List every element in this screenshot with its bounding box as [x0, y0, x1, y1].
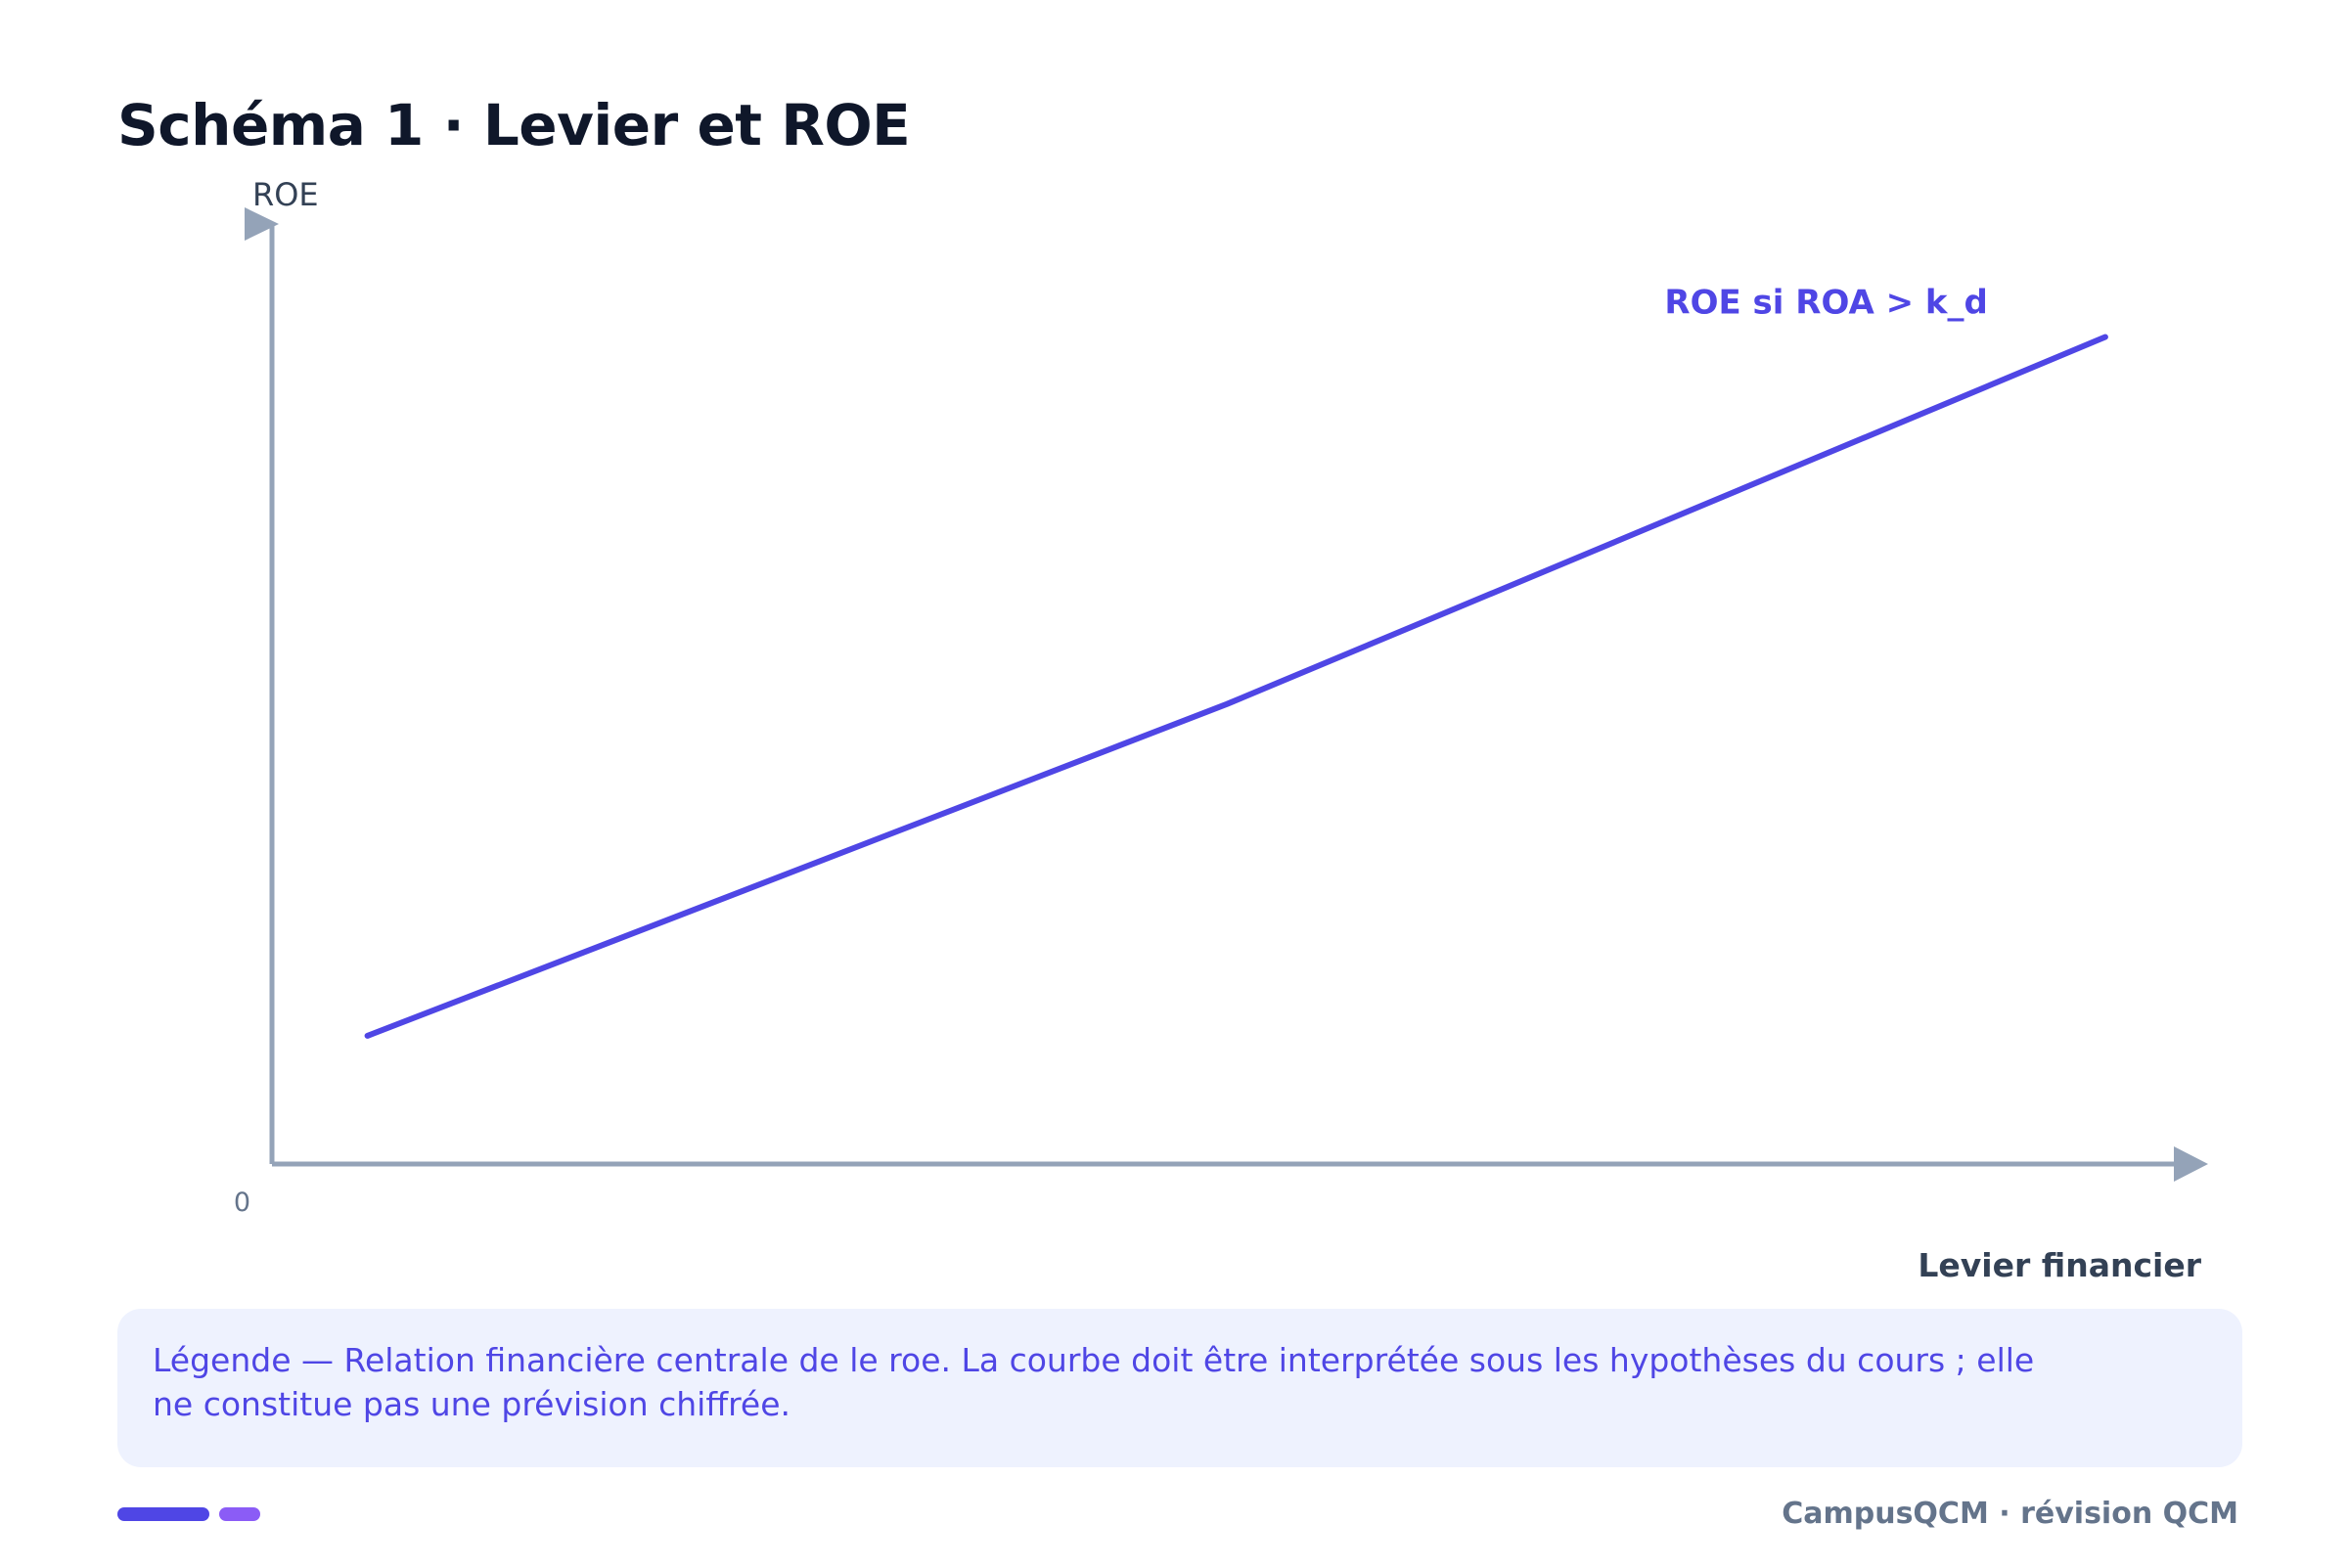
- legend-box: Légende — Relation financière centrale d…: [117, 1309, 2242, 1467]
- page-title: Schéma 1 · Levier et ROE: [117, 92, 911, 158]
- series-label-0: ROE si ROA > k_d: [1664, 284, 1987, 323]
- series-layer: ROE si ROA > k_d: [364, 284, 2108, 1039]
- x-axis-label: Levier financier: [1918, 1246, 2201, 1284]
- brand-bar-secondary: [219, 1507, 260, 1521]
- series-line-0: [364, 334, 2108, 1039]
- y-axis-label: ROE: [252, 176, 319, 213]
- footer-brand: CampusQCM · révision QCM: [1782, 1497, 2238, 1531]
- legend-text: Légende — Relation financière centrale d…: [153, 1341, 2035, 1423]
- y-axis-arrow-icon: [245, 207, 279, 241]
- origin-tick-label: 0: [234, 1187, 250, 1218]
- x-axis-arrow-icon: [2174, 1146, 2208, 1182]
- chart: ROE Levier financier 0 ROE si ROA > k_d: [234, 176, 2208, 1284]
- brand-bar-primary: [117, 1507, 209, 1521]
